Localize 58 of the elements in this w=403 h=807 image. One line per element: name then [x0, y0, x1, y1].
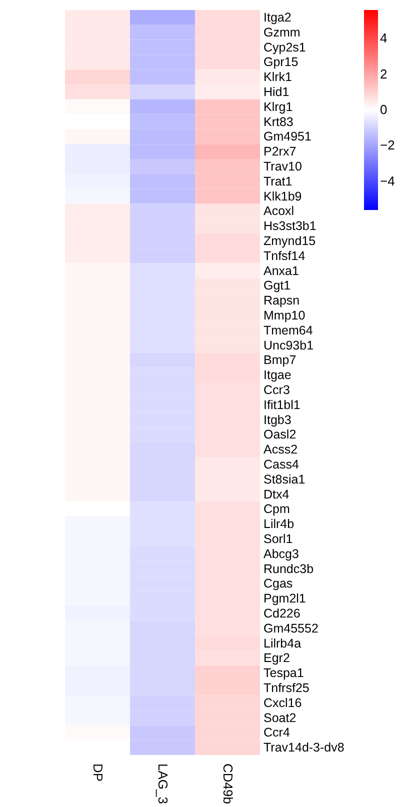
y-tick-label: Tnfsf14	[264, 248, 306, 263]
y-tick-label: Cyp2s1	[264, 40, 306, 54]
y-tick-label: Rapsn	[264, 294, 300, 308]
y-tick-label: Acss2	[264, 442, 298, 457]
y-tick-label: Gm45552	[264, 621, 318, 636]
y-tick-label: Cass4	[264, 457, 299, 472]
y-tick-label: Tnfrsf25	[264, 680, 310, 695]
y-tick-label: Oasl2	[264, 428, 296, 442]
y-tick-label: Zmynd15	[264, 234, 316, 248]
x-tick-label: CD49b	[220, 764, 236, 804]
y-tick-label: Mmp10	[264, 308, 306, 322]
y-tick-label: Klrk1	[264, 70, 292, 84]
y-tick-label: Unc93b1	[264, 338, 314, 352]
y-tick-label: Gzmm	[264, 25, 300, 40]
y-tick-label: Tmem64	[264, 323, 313, 338]
y-tick-label: St8sia1	[264, 472, 306, 486]
y-tick-label: Trav10	[264, 159, 302, 174]
y-tick-label: Soat2	[264, 710, 296, 725]
y-tick-label: Itga2	[264, 10, 292, 24]
x-tick-label: LAG_3	[156, 764, 170, 804]
y-tick-label: Gpr15	[264, 55, 298, 70]
y-tick-label: Ccr4	[264, 726, 290, 740]
color-bar-label: 0	[380, 102, 388, 117]
y-tick-label: Trat1	[264, 174, 292, 188]
y-tick-label: Egr2	[264, 651, 290, 666]
y-tick-label: Sorl1	[264, 532, 293, 546]
x-tick-label: DP	[90, 764, 106, 782]
y-tick-label: Trav14d-3-dv8	[264, 740, 344, 755]
y-tick-label: Anxa1	[264, 264, 299, 278]
y-tick-label: Klrg1	[264, 100, 293, 114]
y-tick-label: Krt83	[264, 114, 294, 129]
y-tick-label: Cd226	[264, 606, 300, 620]
color-bar-label: 2	[380, 66, 388, 82]
y-tick-label: Klk1b9	[264, 189, 302, 204]
y-tick-label: Acoxl	[264, 204, 294, 218]
y-tick-label: Cpm	[264, 502, 290, 516]
y-tick-label: Lilr4b	[264, 517, 294, 532]
y-tick-label: Hs3st3b1	[264, 219, 316, 234]
y-tick-label: Itgb3	[264, 412, 292, 427]
color-bar-label: −4	[380, 173, 395, 188]
color-bar-label: 4	[380, 30, 388, 46]
y-tick-label: Rundc3b	[264, 562, 314, 576]
y-tick-label: Cxcl16	[264, 696, 302, 710]
y-tick-label: Hid1	[264, 84, 290, 99]
color-bar-label: −2	[380, 138, 395, 153]
y-tick-label: Tespa1	[264, 666, 304, 680]
y-tick-label: Ccr3	[264, 382, 290, 397]
y-tick-label: Itgae	[264, 368, 292, 382]
y-tick-label: Cgas	[264, 576, 293, 591]
y-tick-label: Ifit1bl1	[264, 398, 300, 412]
y-tick-label: Dtx4	[264, 487, 290, 502]
y-tick-label: P2rx7	[264, 144, 296, 159]
y-tick-label: Abcg3	[264, 546, 299, 561]
y-tick-label: Gm4951	[264, 130, 312, 144]
y-tick-label: Bmp7	[264, 353, 296, 368]
y-tick-label: Ggt1	[264, 278, 291, 293]
y-tick-label: Pgm2l1	[264, 592, 306, 606]
y-tick-label: Lilrb4a	[264, 636, 302, 650]
